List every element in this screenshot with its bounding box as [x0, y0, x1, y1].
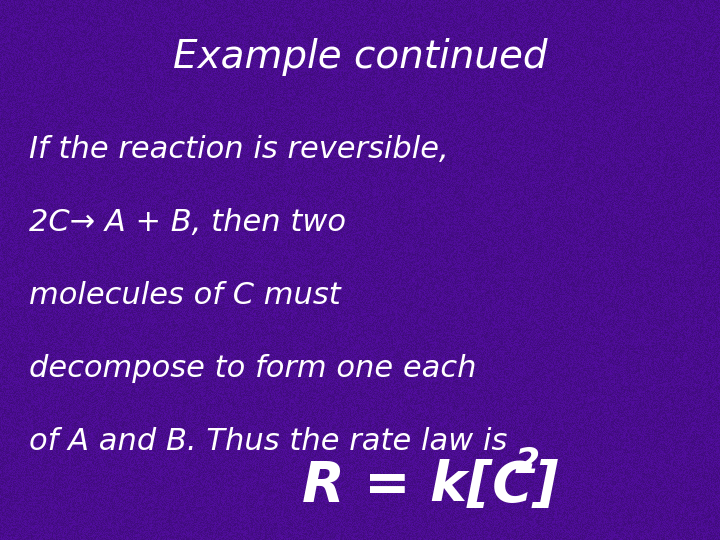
Text: 2: 2 — [515, 447, 540, 480]
Text: 2C→ A + B, then two: 2C→ A + B, then two — [29, 208, 346, 237]
Text: decompose to form one each: decompose to form one each — [29, 354, 477, 383]
Text: R = k[C]: R = k[C] — [302, 459, 559, 513]
Text: molecules of C must: molecules of C must — [29, 281, 341, 310]
Text: of A and B. Thus the rate law is: of A and B. Thus the rate law is — [29, 427, 507, 456]
Text: If the reaction is reversible,: If the reaction is reversible, — [29, 135, 449, 164]
Text: Example continued: Example continued — [173, 38, 547, 76]
